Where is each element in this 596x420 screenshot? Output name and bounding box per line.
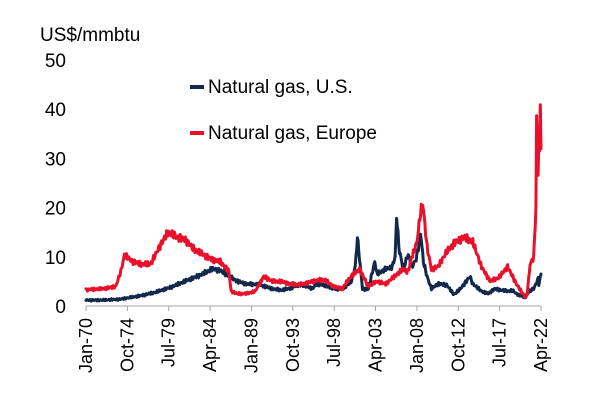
y-tick-labels: 0 10 20 30 40 50 <box>45 51 66 318</box>
y-tick-label: 0 <box>55 297 66 318</box>
legend-label-us: Natural gas, U.S. <box>208 77 353 98</box>
x-tick-label: Apr-22 <box>531 318 551 372</box>
x-tick-label: Jan-08 <box>407 318 427 373</box>
y-tick-label: 20 <box>45 199 66 220</box>
y-tick-label: 50 <box>45 51 66 72</box>
y-tick-label: 10 <box>45 248 66 269</box>
x-tick-label: Oct-74 <box>117 318 137 372</box>
y-tick-label: 30 <box>45 149 66 170</box>
x-tick-label: Jan-89 <box>242 318 262 373</box>
x-tick-labels: Jan-70 Oct-74 Jul-79 Apr-84 Jan-89 Oct-93 Jul-… <box>76 306 551 373</box>
series-line-europe <box>84 103 543 300</box>
x-tick-label: Apr-03 <box>366 318 386 372</box>
x-tick-label: Jul-79 <box>159 318 179 367</box>
legend: Natural gas, U.S. Natural gas, Europe <box>190 77 377 144</box>
x-tick-label: Oct-12 <box>448 318 468 372</box>
series-line-us <box>84 216 543 303</box>
y-axis-label: US$/mmbtu <box>40 25 140 46</box>
legend-label-europe: Natural gas, Europe <box>208 123 377 144</box>
x-tick-label: Oct-93 <box>283 318 303 372</box>
x-tick-label: Apr-84 <box>200 318 220 372</box>
x-tick-label: Jul-17 <box>490 318 510 367</box>
series-lines <box>84 103 543 303</box>
y-tick-label: 40 <box>45 100 66 121</box>
x-tick-label: Jan-70 <box>76 318 96 373</box>
x-tick-label: Jul-98 <box>324 318 344 367</box>
